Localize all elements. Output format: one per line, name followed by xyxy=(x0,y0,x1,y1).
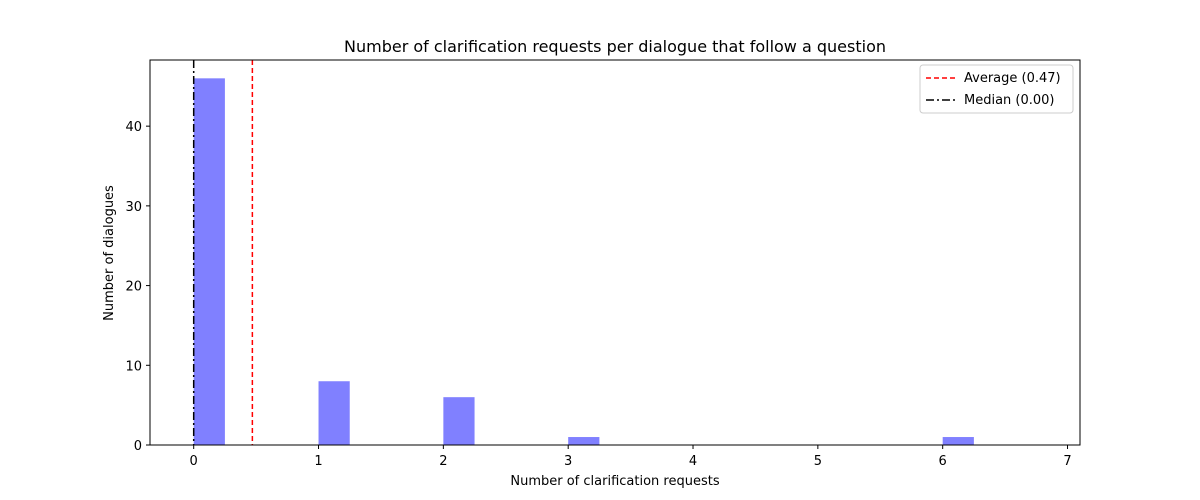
y-tick-label: 10 xyxy=(125,359,142,374)
x-tick-label: 5 xyxy=(814,454,822,469)
x-tick-label: 0 xyxy=(190,454,198,469)
bar-3 xyxy=(568,437,600,445)
chart-title: Number of clarification requests per dia… xyxy=(344,37,886,56)
x-axis-label: Number of clarification requests xyxy=(510,474,719,489)
y-tick-label: 0 xyxy=(134,439,142,454)
x-tick-label: 3 xyxy=(564,454,572,469)
legend-median-label: Median (0.00) xyxy=(964,93,1055,108)
plot-frame xyxy=(149,59,1081,446)
bar-6 xyxy=(942,437,974,445)
x-tick-label: 1 xyxy=(314,454,322,469)
x-tick-label: 7 xyxy=(1063,454,1071,469)
x-tick-label: 4 xyxy=(689,454,697,469)
x-tick-label: 6 xyxy=(939,454,947,469)
legend-average-label: Average (0.47) xyxy=(964,71,1061,86)
legend-box xyxy=(919,64,1074,114)
y-tick-label: 30 xyxy=(125,200,142,215)
y-axis-label: Number of dialogues xyxy=(102,185,117,321)
x-tick-label: 2 xyxy=(439,454,447,469)
legend: Average (0.47) Median (0.00) xyxy=(919,64,1074,114)
bar-0 xyxy=(193,78,225,445)
y-tick-label: 20 xyxy=(125,280,142,295)
y-tick-label: 40 xyxy=(125,120,142,135)
bar-1 xyxy=(318,381,350,445)
bar-2 xyxy=(443,397,475,445)
